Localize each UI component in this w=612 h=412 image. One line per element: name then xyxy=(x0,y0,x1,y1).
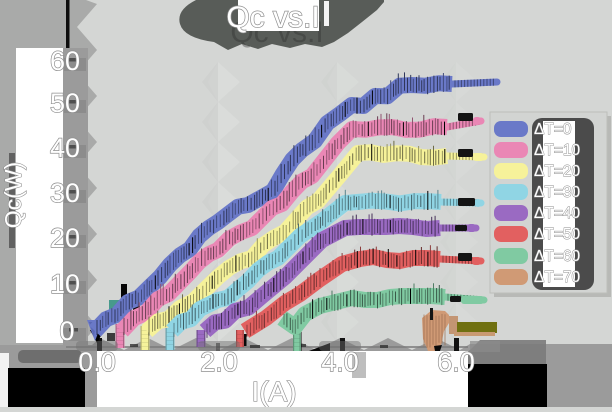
svg-text:I(A): I(A) xyxy=(251,376,296,407)
svg-text:60: 60 xyxy=(50,46,80,76)
svg-text:30: 30 xyxy=(50,178,80,208)
svg-text:ΔT=70: ΔT=70 xyxy=(534,269,580,286)
svg-text:6.0: 6.0 xyxy=(437,347,475,377)
svg-text:ΔT=50: ΔT=50 xyxy=(534,226,580,243)
svg-text:Qc(W): Qc(W) xyxy=(0,162,26,228)
svg-text:ΔT=30: ΔT=30 xyxy=(534,184,580,201)
svg-text:40: 40 xyxy=(50,133,80,163)
svg-text:ΔT=20: ΔT=20 xyxy=(534,163,580,180)
svg-text:4.0: 4.0 xyxy=(321,347,359,377)
svg-text:0.0: 0.0 xyxy=(78,347,116,377)
svg-text:ΔT=40: ΔT=40 xyxy=(534,205,580,222)
svg-text:0: 0 xyxy=(59,316,74,346)
svg-text:Qc vs.I: Qc vs.I xyxy=(226,1,319,34)
svg-text:ΔT=60: ΔT=60 xyxy=(534,248,580,265)
svg-text:ΔT=0: ΔT=0 xyxy=(534,121,572,138)
svg-text:ΔT=10: ΔT=10 xyxy=(534,142,580,159)
svg-text:2.0: 2.0 xyxy=(200,347,238,377)
svg-text:10: 10 xyxy=(50,269,80,299)
svg-text:50: 50 xyxy=(50,88,80,118)
svg-text:20: 20 xyxy=(50,223,80,253)
